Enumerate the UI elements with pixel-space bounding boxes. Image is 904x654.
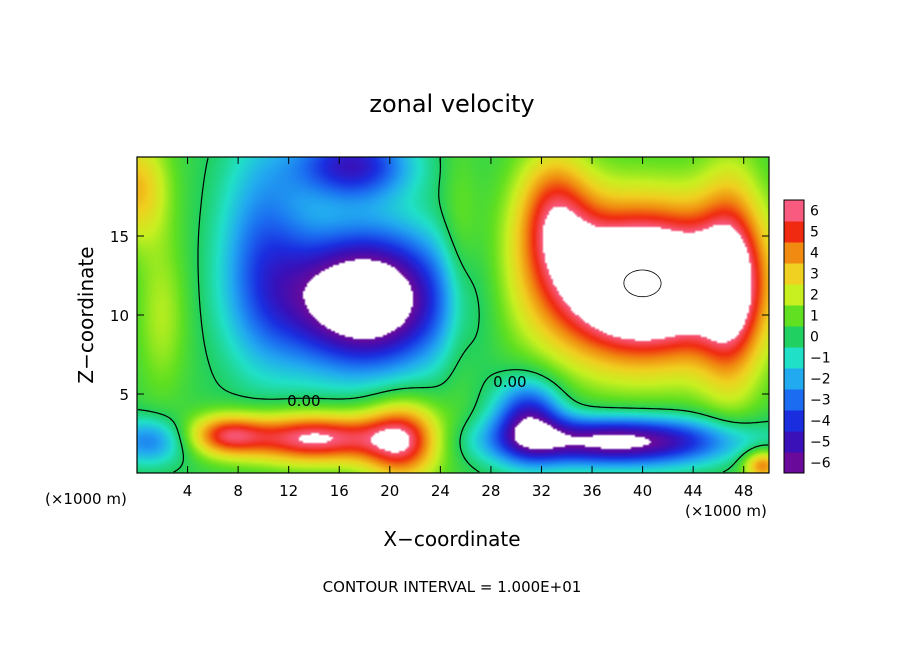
x-tick-label: 8 [233, 482, 243, 500]
colorbar-swatch [784, 242, 804, 264]
plot-area: 0.00 0.00 [136, 156, 770, 474]
contour-line [623, 269, 662, 298]
contour-labels: 0.00 0.00 [287, 373, 526, 410]
colorbar-frame [783, 199, 805, 474]
velocity-heatmap [137, 157, 769, 473]
colorbar-tick-label: 2 [810, 288, 819, 304]
contour-lines [137, 157, 769, 473]
colorbar-tick-label: −4 [810, 414, 831, 430]
colorbar-swatch [784, 221, 804, 243]
contour-label: 0.00 [287, 392, 320, 410]
colorbar-tick-label: 1 [810, 309, 819, 325]
contour-label: 0.00 [493, 373, 526, 391]
colorbar-tick-label: −5 [810, 435, 831, 451]
colorbar-swatches [784, 200, 804, 474]
colorbar-tick-labels: 6 5 4 3 2 1 0 −1 −2 −3 −4 −5 −6 [810, 204, 831, 472]
x-axis-title: X−coordinate [383, 527, 520, 551]
colorbar-tick-label: −1 [810, 351, 831, 367]
colorbar-swatch [784, 263, 804, 285]
colorbar-tick-label: 0 [810, 330, 819, 346]
x-tick-label: 32 [532, 482, 551, 500]
colorbar-tick-label: −2 [810, 372, 831, 388]
x-unit-label-right: (×1000 m) [685, 502, 767, 520]
colorbar-swatch [784, 200, 804, 222]
colorbar-tick-label: 5 [810, 225, 819, 241]
colorbar-swatch [784, 326, 804, 348]
colorbar-swatch [784, 284, 804, 306]
colorbar-swatch [784, 452, 804, 474]
x-tick-label: 40 [633, 482, 652, 500]
colorbar-swatch [784, 305, 804, 327]
chart-title: zonal velocity [369, 90, 534, 118]
x-tick-label: 24 [431, 482, 450, 500]
contour-interval-note: CONTOUR INTERVAL = 1.000E+01 [323, 578, 582, 596]
colorbar-swatch [784, 347, 804, 369]
x-tick-label: 16 [330, 482, 349, 500]
y-tick-label: 15 [110, 228, 129, 246]
x-tick-label: 20 [380, 482, 399, 500]
colorbar-tick-label: 3 [810, 267, 819, 283]
x-axis-ticks: 4 8 12 16 20 24 28 32 36 40 44 48 [183, 157, 753, 500]
colorbar-tick-label: 4 [810, 246, 819, 262]
y-axis-title: Z−coordinate [74, 246, 98, 383]
y-tick-label: 10 [110, 307, 129, 325]
contour-line [137, 157, 769, 473]
x-tick-label: 4 [183, 482, 193, 500]
y-axis-ticks: 5 10 15 [110, 228, 769, 404]
colorbar-swatch [784, 389, 804, 411]
x-tick-label: 12 [279, 482, 298, 500]
colorbar: 6 5 4 3 2 1 0 −1 −2 −3 −4 −5 −6 [783, 199, 831, 474]
x-tick-label: 44 [684, 482, 703, 500]
colorbar-swatch [784, 368, 804, 390]
colorbar-tick-label: −6 [810, 456, 831, 472]
colorbar-swatch [784, 431, 804, 453]
x-tick-label: 48 [734, 482, 753, 500]
colorbar-tick-label: −3 [810, 393, 831, 409]
x-tick-label: 36 [582, 482, 601, 500]
x-unit-label-left: (×1000 m) [45, 490, 127, 508]
colorbar-tick-label: 6 [810, 204, 819, 220]
x-tick-label: 28 [481, 482, 500, 500]
y-tick-label: 5 [119, 386, 129, 404]
colorbar-swatch [784, 410, 804, 432]
